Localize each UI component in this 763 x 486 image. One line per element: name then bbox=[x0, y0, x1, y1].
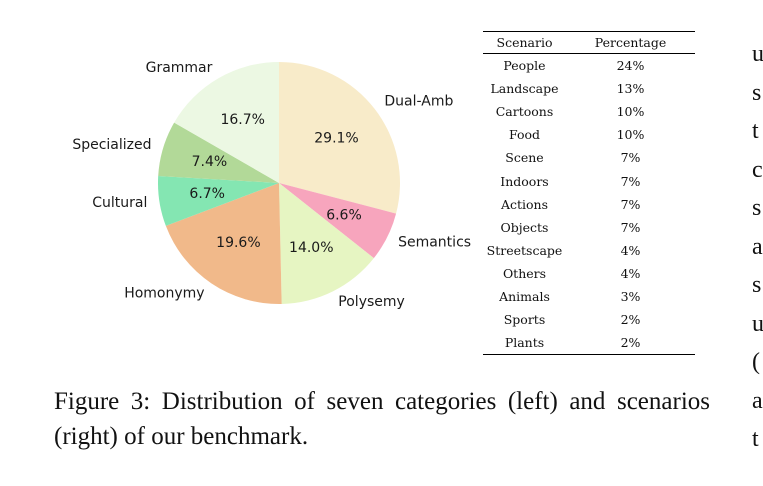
pie-category-label-grammar: Grammar bbox=[146, 60, 213, 76]
scenario-cell: Food bbox=[508, 127, 541, 143]
pie-slice-grammar bbox=[174, 62, 279, 183]
figure-caption: Figure 3: Distribution of seven categori… bbox=[54, 388, 710, 450]
table-row: Actions 7% bbox=[483, 193, 695, 216]
percentage-cell: 7% bbox=[620, 150, 641, 166]
percentage-cell: 10% bbox=[616, 127, 645, 143]
percentage-cell: 13% bbox=[616, 81, 645, 97]
table-row: Animals 3% bbox=[483, 285, 695, 308]
column-header-percentage: Percentage bbox=[566, 31, 695, 54]
table-row: Sports 2% bbox=[483, 308, 695, 331]
scenario-cell: People bbox=[503, 58, 546, 74]
percentage-cell: 7% bbox=[620, 219, 641, 235]
adjacent-column-glyph: u bbox=[752, 41, 763, 67]
percentage-cell: 2% bbox=[620, 335, 641, 351]
pie-slice-semantics bbox=[279, 183, 397, 259]
pie-percent-label-polysemy: 14.0% bbox=[289, 240, 333, 256]
adjacent-column-glyph: c bbox=[752, 156, 763, 183]
adjacent-column-text: u s t c s a s u(a t bbox=[752, 0, 763, 486]
percentage-cell: 24% bbox=[616, 58, 645, 74]
percentage-cell: 4% bbox=[620, 265, 641, 281]
pie-slice-cultural bbox=[157, 175, 279, 226]
scenario-cell: Cartoons bbox=[495, 104, 554, 120]
percentage-cell: 4% bbox=[620, 242, 641, 258]
adjacent-column-glyph: s bbox=[752, 272, 762, 298]
pie-percent-label-specialized: 7.4% bbox=[192, 154, 228, 170]
adjacent-column-glyph: s bbox=[752, 79, 762, 106]
adjacent-column-glyph: ( bbox=[752, 349, 760, 375]
percentage-cell: 2% bbox=[620, 312, 641, 328]
scenario-table: Scenario Percentage People 24% Landscape 13… bbox=[483, 31, 695, 356]
table-row: Food 10% bbox=[483, 123, 695, 146]
pie-percent-label-homonymy: 19.6% bbox=[216, 235, 260, 251]
pie-slice-homonymy bbox=[165, 183, 282, 304]
table-row: Objects 7% bbox=[483, 216, 695, 239]
table-row: Cartoons 10% bbox=[483, 100, 695, 123]
adjacent-column-glyph: u bbox=[752, 310, 763, 337]
adjacent-column-glyph: t bbox=[752, 118, 759, 144]
column-header-scenario: Scenario bbox=[483, 31, 566, 54]
scenario-cell: Animals bbox=[499, 288, 550, 304]
table-row: People 24% bbox=[483, 54, 695, 78]
pie-category-label-cultural: Cultural bbox=[92, 195, 147, 211]
table-row: Indoors 7% bbox=[483, 169, 695, 192]
table-row: Others 4% bbox=[483, 262, 695, 285]
scenario-cell: Plants bbox=[504, 335, 545, 351]
scenario-cell: Streetscape bbox=[486, 242, 563, 258]
scenario-cell: Sports bbox=[503, 312, 546, 328]
table-row: Landscape 13% bbox=[483, 77, 695, 100]
pie-category-label-dual-amb: Dual-Amb bbox=[384, 94, 453, 110]
scenario-cell: Indoors bbox=[500, 173, 549, 189]
adjacent-column-glyph: a bbox=[752, 233, 763, 260]
scenario-cell: Actions bbox=[500, 196, 549, 212]
pie-category-label-polysemy: Polysemy bbox=[338, 294, 405, 310]
table-row: Streetscape 4% bbox=[483, 239, 695, 262]
adjacent-column-glyph: t bbox=[752, 426, 759, 452]
scenario-cell: Landscape bbox=[490, 81, 559, 97]
pie-category-label-homonymy: Homonymy bbox=[124, 285, 204, 301]
adjacent-column-glyph: a bbox=[752, 387, 763, 414]
pie-slice-polysemy bbox=[279, 183, 374, 304]
percentage-cell: 10% bbox=[616, 104, 645, 120]
pie-category-label-semantics: Semantics bbox=[398, 234, 471, 250]
pie-slice-specialized bbox=[158, 122, 279, 183]
pie-chart: 29.1% Dual-Amb 6.6% Semantics 14.0% Polysemy 1… bbox=[72, 60, 471, 310]
scenario-cell: Scene bbox=[505, 150, 544, 166]
pie-percent-label-dual-amb: 29.1% bbox=[314, 131, 358, 147]
table-header-row: Scenario Percentage bbox=[483, 31, 695, 54]
table-row: Plants 2% bbox=[483, 331, 695, 355]
pie-percent-label-grammar: 16.7% bbox=[220, 112, 264, 128]
scenario-cell: Objects bbox=[500, 219, 549, 235]
percentage-cell: 3% bbox=[620, 288, 641, 304]
pie-percent-label-semantics: 6.6% bbox=[326, 207, 362, 223]
pie-percent-label-cultural: 6.7% bbox=[189, 186, 225, 202]
pie-category-label-specialized: Specialized bbox=[72, 137, 151, 153]
adjacent-column-glyph: s bbox=[752, 195, 762, 221]
scenario-cell: Others bbox=[502, 265, 547, 281]
pie-slice-dual-amb bbox=[279, 62, 400, 214]
percentage-cell: 7% bbox=[620, 173, 641, 189]
table-row: Scene 7% bbox=[483, 146, 695, 169]
percentage-cell: 7% bbox=[620, 196, 641, 212]
